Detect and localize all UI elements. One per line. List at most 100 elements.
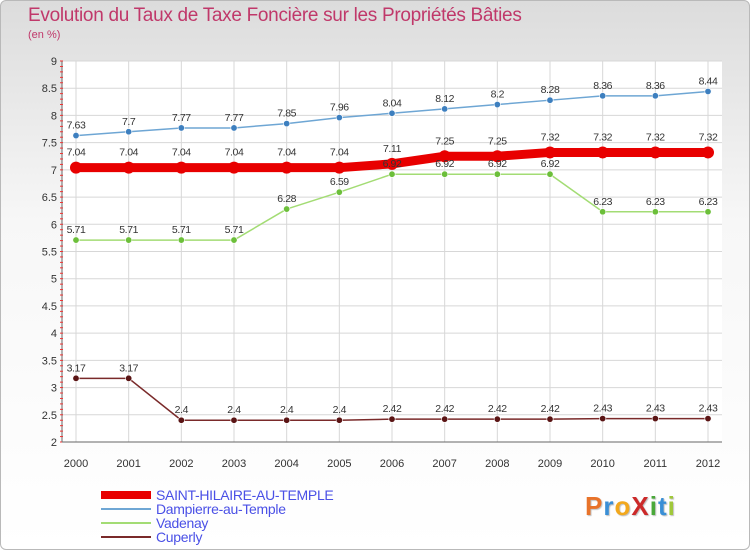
legend-label-saint-hilaire: SAINT-HILAIRE-AU-TEMPLE <box>156 486 334 503</box>
logo-letter: t <box>657 491 668 521</box>
data-point <box>230 124 238 132</box>
data-point <box>283 205 291 213</box>
y-tick-label: 9 <box>51 56 57 68</box>
y-tick-label: 8 <box>51 110 57 122</box>
legend-label-cuperly: Cuperly <box>156 528 203 545</box>
logo-letter: X <box>631 491 650 521</box>
x-tick-label: 2006 <box>380 458 404 470</box>
data-label: 3.17 <box>67 362 86 374</box>
data-point <box>388 415 396 423</box>
data-point <box>125 374 133 382</box>
legend-label-dampierre: Dampierre-au-Temple <box>156 500 286 517</box>
data-label: 2.42 <box>541 403 560 415</box>
y-tick-label: 3.5 <box>42 355 57 367</box>
chart-title: Evolution du Taux de Taxe Foncière sur l… <box>28 5 522 26</box>
data-point <box>493 170 501 178</box>
data-point <box>386 157 398 170</box>
data-label: 5.71 <box>225 224 244 236</box>
data-point <box>441 105 449 113</box>
data-point <box>493 101 501 109</box>
data-label: 7.04 <box>172 147 191 159</box>
unit-label: (en %) <box>28 29 61 41</box>
data-label: 6.23 <box>593 196 612 208</box>
data-point <box>599 92 607 100</box>
data-label: 7.96 <box>330 102 349 114</box>
data-point <box>704 208 712 216</box>
legend-item-dampierre: Dampierre-au-Temple <box>101 500 286 517</box>
data-label: 7.25 <box>488 135 507 147</box>
y-tick-label: 8.5 <box>42 83 57 95</box>
x-tick-label: 2007 <box>432 458 456 470</box>
y-tick-label: 7.5 <box>42 138 57 150</box>
data-label: 2.42 <box>488 403 507 415</box>
data-label: 7.32 <box>541 131 560 143</box>
data-label: 6.59 <box>330 176 349 188</box>
data-label: 8.36 <box>646 80 665 92</box>
data-label: 2.4 <box>333 404 347 416</box>
x-tick-label: 2009 <box>538 458 562 470</box>
legend-swatch-cuperly <box>101 535 151 538</box>
logo-letter: o <box>614 491 632 521</box>
data-point <box>125 128 133 136</box>
data-label: 2.4 <box>280 404 294 416</box>
legend-label-vadenay: Vadenay <box>156 514 209 531</box>
logo-letter: i <box>667 491 676 521</box>
data-point <box>438 150 451 163</box>
data-label: 8.04 <box>383 97 402 109</box>
data-label: 7.04 <box>277 147 296 159</box>
data-label: 6.23 <box>699 196 718 208</box>
data-point <box>441 170 449 178</box>
data-point <box>283 120 291 128</box>
data-point <box>493 415 501 423</box>
data-label: 7.63 <box>67 120 86 132</box>
data-point <box>651 92 659 100</box>
data-point <box>125 236 133 244</box>
data-point <box>491 150 504 163</box>
data-label: 2.43 <box>646 403 665 415</box>
data-point <box>283 416 291 424</box>
data-point <box>546 415 554 423</box>
data-point <box>546 170 554 178</box>
data-label: 7.7 <box>122 116 136 128</box>
x-tick-label: 2008 <box>485 458 509 470</box>
data-label: 7.04 <box>67 147 86 159</box>
legend-swatch-vadenay <box>101 521 151 524</box>
data-point <box>335 416 343 424</box>
x-tick-label: 2012 <box>696 458 720 470</box>
data-point <box>228 161 240 174</box>
data-label: 2.4 <box>227 404 241 416</box>
data-point <box>651 208 659 216</box>
y-tick-label: 4.5 <box>42 301 57 313</box>
data-point <box>72 132 80 140</box>
data-point <box>175 161 188 174</box>
x-tick-label: 2003 <box>222 458 246 470</box>
y-tick-label: 2.5 <box>42 410 57 422</box>
y-tick-label: 7 <box>51 165 57 177</box>
data-label: 2.42 <box>383 403 402 415</box>
data-label: 8.12 <box>435 93 454 105</box>
x-tick-label: 2011 <box>644 458 668 470</box>
data-point <box>599 415 607 423</box>
data-point <box>230 236 238 244</box>
data-label: 7.77 <box>225 112 244 124</box>
data-label: 5.71 <box>67 224 86 236</box>
x-tick-label: 2004 <box>274 458 298 470</box>
data-point <box>280 161 293 174</box>
data-point <box>599 208 607 216</box>
data-label: 7.04 <box>119 147 138 159</box>
data-label: 5.71 <box>172 224 191 236</box>
data-label: 6.23 <box>646 196 665 208</box>
proxiti-logo: ProXiti <box>585 491 676 522</box>
data-label: 8.36 <box>593 80 612 92</box>
y-tick-label: 6 <box>51 219 57 231</box>
data-label: 2.43 <box>699 403 718 415</box>
data-point <box>72 374 80 382</box>
data-point <box>649 146 662 159</box>
data-point <box>335 114 343 122</box>
legend-swatch-saint-hilaire <box>101 490 151 499</box>
data-label: 3.17 <box>119 362 138 374</box>
data-label: 2.43 <box>593 403 612 415</box>
data-point <box>230 416 238 424</box>
legend-item-saint-hilaire: SAINT-HILAIRE-AU-TEMPLE <box>101 486 334 503</box>
data-label: 8.44 <box>699 75 718 87</box>
